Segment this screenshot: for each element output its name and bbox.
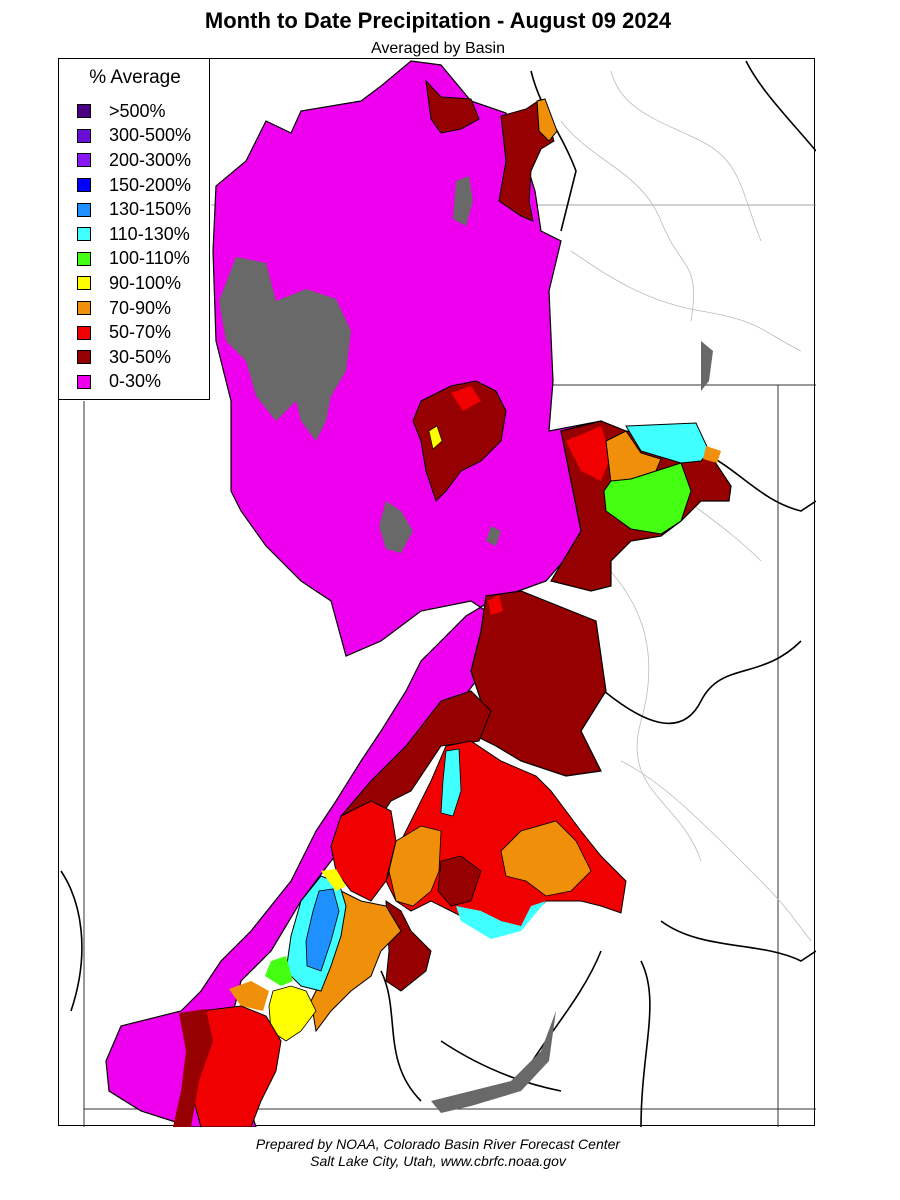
basin-sw-blue[interactable] [305, 888, 340, 972]
legend-swatch [77, 104, 91, 119]
basin-cyan-strip[interactable] [440, 748, 462, 817]
basin-central[interactable] [412, 380, 507, 502]
legend-swatch [77, 374, 91, 389]
legend-label: 130-150% [109, 199, 192, 220]
legend-item: 110-130% [77, 222, 191, 247]
legend-label: 100-110% [109, 248, 190, 269]
legend-item: 30-50% [77, 345, 191, 370]
legend-swatch [77, 178, 91, 193]
basin-central-red[interactable] [451, 386, 481, 411]
legend-label: 150-200% [109, 174, 192, 195]
legend-item: 130-150% [77, 197, 191, 222]
basin-cyan-south[interactable] [456, 901, 546, 939]
legend-swatch [77, 202, 91, 217]
legend-label: 90-100% [109, 272, 182, 293]
legend: % Average >500% 300-500% 200-300% 150-200% 1… [58, 58, 210, 400]
basin-sw-yellow-north[interactable] [321, 869, 346, 891]
legend-swatch [77, 350, 91, 365]
legend-item: 50-70% [77, 320, 191, 345]
legend-label: 0-30% [109, 371, 162, 392]
legend-item: 300-500% [77, 124, 191, 149]
legend-list: >500% 300-500% 200-300% 150-200% 130-150% 110… [77, 99, 191, 394]
map-title: Month to Date Precipitation - August 09 … [204, 8, 672, 33]
lakes [219, 176, 713, 1113]
basin-orange-small[interactable] [703, 446, 721, 463]
legend-swatch [77, 128, 91, 143]
legend-swatch [77, 301, 91, 316]
legend-label: 70-90% [109, 297, 172, 318]
legend-item: 90-100% [77, 271, 191, 296]
basin-dark-south[interactable] [437, 855, 482, 907]
legend-item: 100-110% [77, 247, 191, 272]
legend-swatch [77, 325, 91, 340]
credit-line-1: Prepared by NOAA, Colorado Basin River F… [255, 1136, 621, 1152]
basin-duchesne[interactable] [470, 590, 607, 777]
basin-sw-orange-b[interactable] [229, 981, 269, 1011]
legend-label: 200-300% [109, 149, 192, 170]
legend-swatch [77, 227, 91, 242]
legend-label: 30-50% [109, 346, 172, 367]
basin-west-red[interactable] [330, 800, 397, 902]
basin-upper-right[interactable] [425, 79, 480, 134]
legend-title: % Average [89, 67, 181, 88]
basin-orange-south-a[interactable] [388, 825, 442, 907]
basin-orange-south-b[interactable] [500, 820, 592, 897]
legend-swatch [77, 153, 91, 168]
legend-item: 70-90% [77, 296, 191, 321]
legend-swatch [77, 251, 91, 266]
basin-central-yellow[interactable] [428, 425, 443, 450]
basin-duchesne-red[interactable] [488, 595, 503, 615]
legend-label: >500% [109, 100, 166, 121]
legend-swatch [77, 276, 91, 291]
legend-item: 0-30% [77, 370, 191, 395]
basin-sw-yellow[interactable] [268, 985, 317, 1042]
basin-green[interactable] [603, 462, 692, 535]
legend-label: 300-500% [109, 125, 192, 146]
basin-yampa-red[interactable] [566, 426, 611, 481]
basin-dark-strip[interactable] [385, 900, 432, 992]
basin-map[interactable] [59, 59, 816, 1127]
basin-upper-right-orange[interactable] [536, 98, 558, 142]
map-frame[interactable] [58, 58, 816, 1127]
basin-cyan-north[interactable] [625, 422, 710, 464]
basin-sw-dark[interactable] [173, 1009, 213, 1127]
legend-item: 200-300% [77, 148, 191, 173]
legend-item: >500% [77, 99, 191, 124]
credit-line-2: Salt Lake City, Utah, www.cbrfc.noaa.gov [310, 1153, 566, 1169]
legend-label: 110-130% [109, 223, 190, 244]
credit: Prepared by NOAA, Colorado Basin River F… [0, 1136, 876, 1170]
legend-label: 50-70% [109, 322, 172, 343]
basin-sw-green[interactable] [265, 956, 293, 986]
map-subtitle: Averaged by Basin [370, 40, 505, 57]
legend-item: 150-200% [77, 173, 191, 198]
